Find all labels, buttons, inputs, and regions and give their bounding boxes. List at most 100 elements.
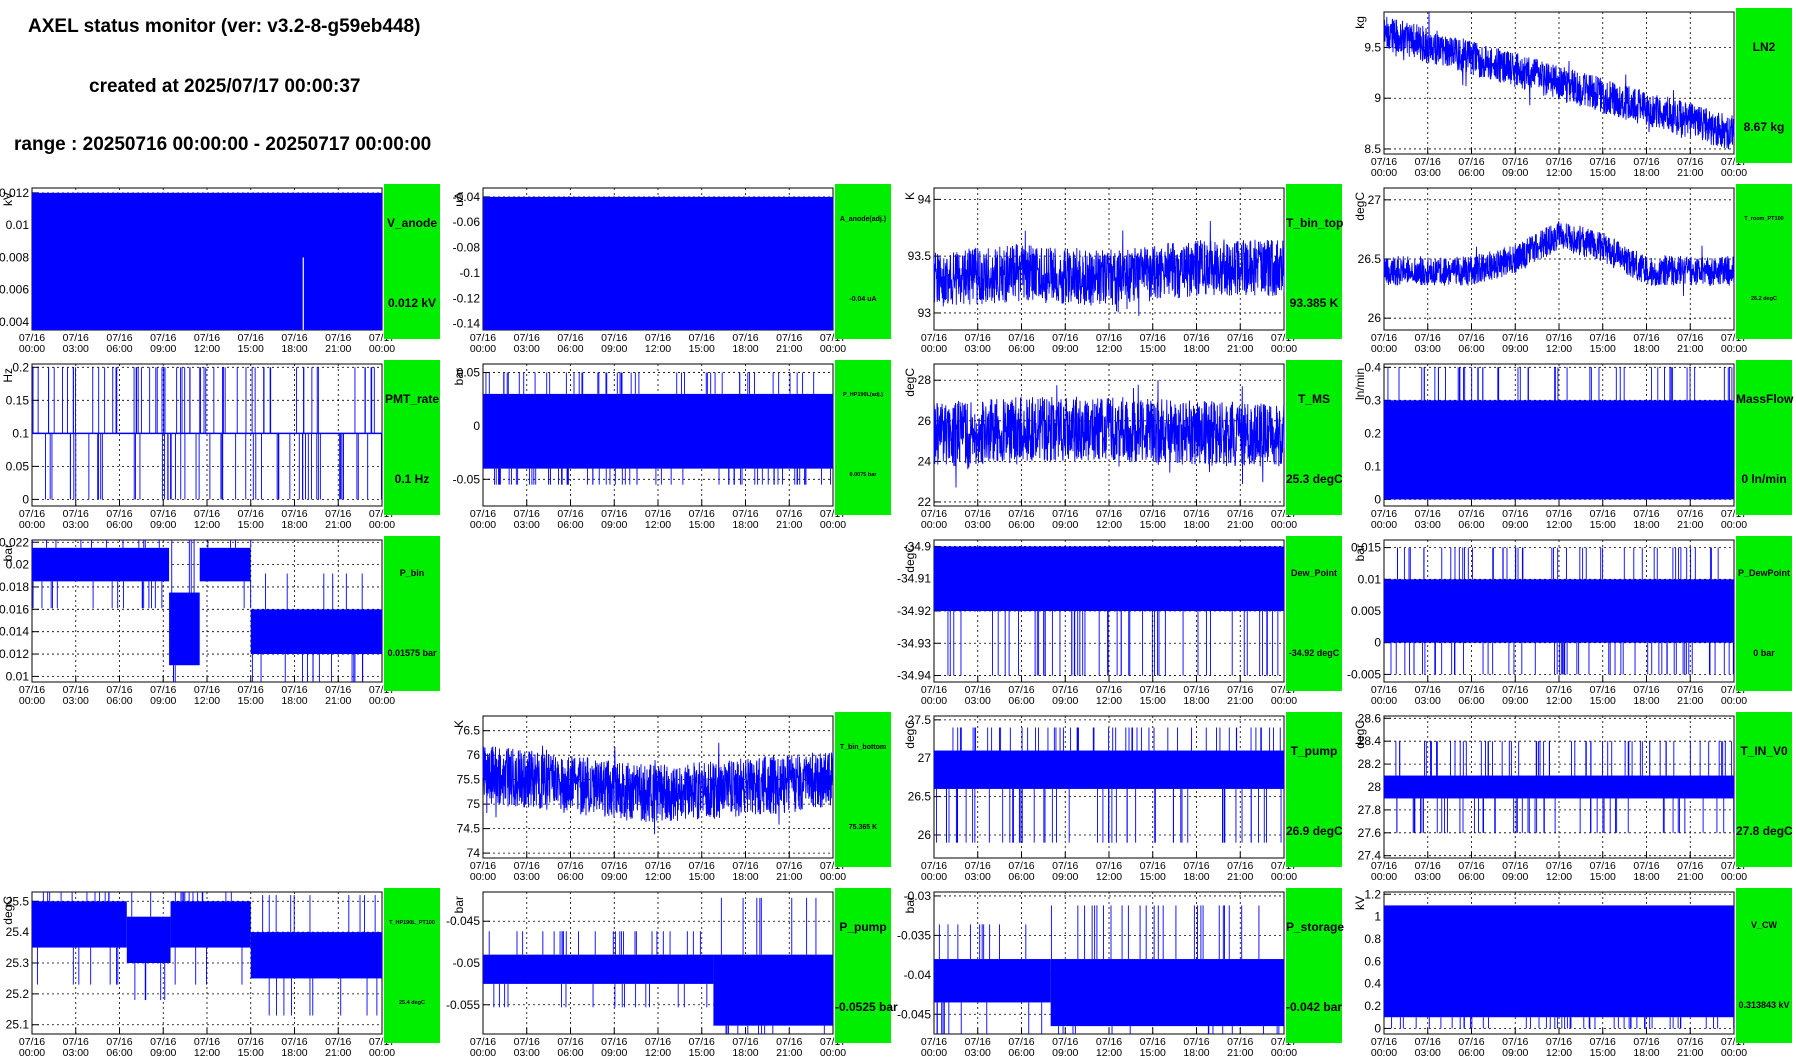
x-tick-label: 07/16 (1633, 860, 1659, 872)
x-tick-label: 03:00 (514, 343, 540, 355)
x-tick-label: 07/16 (470, 860, 496, 872)
status-box: P_storage -0.042 bar (1286, 888, 1344, 1043)
panel-p-hp190l: 07/16 00:00 07/16 03:00 07/16 06:00 07/16 09:00… (451, 360, 891, 531)
x-tick-label: 07/16 (776, 332, 802, 344)
x-tick-label: 03:00 (63, 519, 89, 531)
data-series (933, 220, 1285, 316)
x-tick-label: 07/16 (238, 684, 264, 696)
status-box: T_HP190L_PT100 25.4 degC (384, 888, 440, 1043)
x-tick-label: 07/16 (281, 1036, 307, 1048)
x-tick-label: 03:00 (1415, 343, 1441, 355)
channel-name: T_HP190L_PT100 (389, 920, 435, 926)
x-tick-label: 15:00 (1590, 695, 1616, 707)
channel-name: P_DewPoint (1737, 568, 1790, 578)
y-tick-label: 0.05 (6, 459, 30, 473)
y-tick-label: 0.012 (0, 186, 29, 200)
x-tick-label: 00:00 (921, 695, 947, 707)
series-line (1383, 221, 1735, 296)
x-tick-label: 07/16 (1415, 332, 1441, 344)
panel-t-in-v0: 07/16 00:00 07/16 03:00 07/16 06:00 07/16 09:00… (1352, 711, 1793, 883)
x-tick-label: 21:00 (1677, 167, 1703, 179)
channel-name: V_CW (1750, 920, 1777, 930)
y-tick-label: -0.08 (453, 241, 481, 255)
x-tick-label: 18:00 (281, 1047, 307, 1058)
panel-t-bin-top: 07/16 00:00 07/16 03:00 07/16 06:00 07/16 09:00… (902, 184, 1343, 355)
series-fill (170, 901, 251, 948)
x-tick-label: 07/16 (1458, 156, 1484, 168)
x-tick-label: 00:00 (1721, 343, 1747, 355)
x-tick-label: 07/16 (776, 860, 802, 872)
x-tick-label: 21:00 (1227, 1047, 1253, 1058)
panel-p-dewpoint: 07/16 00:00 07/16 03:00 07/16 06:00 07/16 09:00… (1347, 536, 1792, 707)
x-tick-label: 12:00 (194, 343, 220, 355)
chart-t-in-v0: 07/1600:0007/1603:0007/1606:0007/1609:00… (1353, 711, 1747, 883)
x-tick-label: 07/16 (1415, 1036, 1441, 1048)
y-tick-label: 25.2 (6, 987, 30, 1001)
x-tick-label: 07/16 (1633, 332, 1659, 344)
x-tick-label: 07/16 (194, 684, 220, 696)
x-tick-label: 06:00 (1008, 343, 1034, 355)
x-tick-label: 07/16 (1502, 332, 1528, 344)
y-tick-label: 28 (1368, 780, 1382, 794)
x-tick-label: 00:00 (369, 695, 395, 707)
x-tick-label: 07/16 (1140, 1036, 1166, 1048)
x-tick-label: 18:00 (1633, 695, 1659, 707)
x-tick-label: 09:00 (1502, 519, 1528, 531)
y-tick-label: 0.4 (1364, 977, 1381, 991)
y-tick-label: 0.016 (0, 602, 29, 616)
x-tick-label: 18:00 (732, 519, 758, 531)
x-tick-label: 15:00 (1590, 1047, 1616, 1058)
y-tick-label: 0.1 (12, 426, 29, 440)
x-tick-label: 07/16 (1677, 332, 1703, 344)
x-tick-label: 07/16 (1096, 684, 1122, 696)
x-tick-label: 00:00 (470, 343, 496, 355)
data-series (483, 196, 833, 330)
y-axis-unit: uA (452, 192, 466, 207)
chart-p-hp190l: 07/1600:0007/1603:0007/1606:0007/1609:00… (452, 363, 846, 531)
y-tick-label: -0.035 (897, 928, 931, 942)
y-tick-label: 75.5 (457, 773, 481, 787)
x-tick-label: 18:00 (1183, 519, 1209, 531)
data-series (483, 372, 833, 485)
channel-value: 0 bar (1753, 648, 1775, 658)
x-tick-label: 00:00 (921, 343, 947, 355)
series-fill (250, 609, 382, 655)
x-tick-label: 07/16 (514, 1036, 540, 1048)
y-tick-label: 74 (467, 846, 481, 860)
status-box: A_anode(adj.) -0.04 uA (835, 184, 891, 339)
x-tick-label: 06:00 (106, 519, 132, 531)
channel-value: 25.3 degC (1286, 472, 1343, 486)
data-series (934, 546, 1284, 676)
x-tick-label: 06:00 (1008, 1047, 1034, 1058)
x-tick-label: 07/16 (1183, 684, 1209, 696)
y-tick-label: 26 (1368, 311, 1382, 325)
x-tick-label: 12:00 (194, 695, 220, 707)
x-tick-label: 21:00 (1677, 871, 1703, 883)
x-tick-label: 07/16 (1502, 508, 1528, 520)
x-tick-label: 00:00 (1721, 1047, 1747, 1058)
x-tick-label: 09:00 (1502, 343, 1528, 355)
x-tick-label: 21:00 (325, 343, 351, 355)
series-fill (126, 916, 171, 963)
channel-name: T_pump (1290, 744, 1338, 758)
x-tick-label: 00:00 (19, 1047, 45, 1058)
x-tick-label: 12:00 (1096, 695, 1122, 707)
y-tick-label: 0.1 (1364, 459, 1381, 473)
x-tick-label: 07/16 (732, 860, 758, 872)
y-axis-unit: kg (1353, 16, 1367, 29)
channel-name: P_bin (399, 568, 425, 578)
x-tick-label: 07/16 (1052, 332, 1078, 344)
y-tick-label: 0.022 (0, 535, 29, 549)
x-tick-label: 00:00 (1271, 343, 1297, 355)
y-tick-label: 0.6 (1364, 954, 1381, 968)
status-box: V_CW 0.313843 kV (1736, 888, 1792, 1043)
x-tick-label: 07/16 (19, 508, 45, 520)
created-timestamp: created at 2025/07/17 00:00:37 (89, 76, 361, 97)
status-box: T_MS 25.3 degC (1286, 360, 1343, 515)
x-tick-label: 07/16 (1415, 860, 1441, 872)
x-tick-label: 00:00 (470, 519, 496, 531)
panel-t-ms: 07/16 00:00 07/16 03:00 07/16 06:00 07/16 09:00… (902, 360, 1343, 531)
x-tick-label: 07/16 (1546, 860, 1572, 872)
x-tick-label: 09:00 (1052, 343, 1078, 355)
x-tick-label: 07/16 (1183, 1036, 1209, 1048)
